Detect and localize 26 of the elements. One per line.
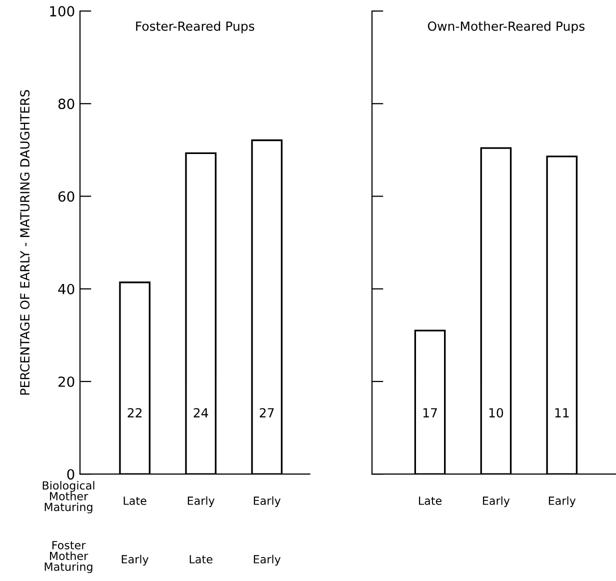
x-tick-label: Early: [254, 496, 281, 508]
annotation: 22: [128, 408, 142, 418]
y-tick-label: 0: [67, 469, 74, 480]
annotation: 27: [260, 408, 274, 418]
y-axis-title: PERCENTAGE OF EARLY - MATURING DAUGHTERS: [20, 90, 30, 395]
y-tick-label: 60: [58, 191, 74, 202]
text: Late: [190, 555, 212, 564]
y-tick-label: 100: [50, 6, 74, 17]
annotation: 11: [555, 408, 569, 418]
x-tick-label: Early: [483, 496, 510, 508]
annotation: 10: [489, 408, 504, 418]
annotation: 24: [194, 408, 208, 418]
text: Foster-Reared Pups: [136, 21, 254, 34]
y-tick-label: 80: [58, 98, 74, 110]
x-tick-label: Late: [124, 496, 146, 505]
annotation: 17: [423, 408, 437, 418]
text: Foster Mother Maturing: [44, 541, 92, 574]
x-tick-label: Early: [188, 496, 215, 508]
text: Early: [254, 554, 281, 566]
text: Biological Mother Maturing: [42, 481, 94, 514]
y-tick-label: 20: [58, 376, 74, 387]
text: Own-Mother-Reared Pups: [428, 21, 585, 34]
y-tick-label: 40: [58, 284, 74, 294]
text: Early: [122, 554, 148, 566]
x-tick-label: Late: [419, 496, 442, 505]
x-tick-label: Early: [548, 496, 576, 508]
